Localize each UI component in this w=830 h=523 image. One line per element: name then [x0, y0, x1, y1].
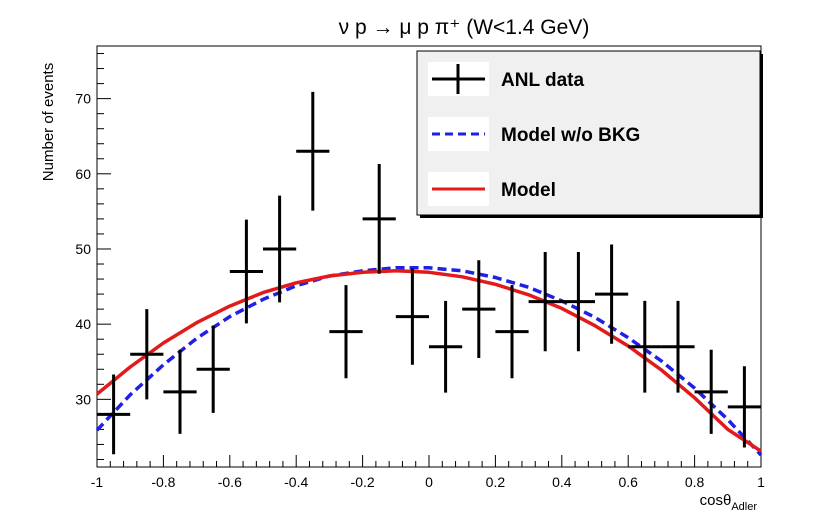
x-axis-title-subscript: Adler: [731, 501, 757, 513]
data-point: [628, 300, 662, 393]
data-point: [263, 195, 297, 303]
data-point: [163, 349, 197, 434]
y-axis-title: Number of events: [40, 63, 57, 181]
legend-label-data: ANL data: [501, 70, 584, 91]
data-point: [395, 268, 429, 365]
y-tick-label: 50: [75, 241, 91, 257]
y-tick-label: 60: [75, 166, 91, 182]
model-no-bkg-curve: [95, 266, 763, 457]
x-axis-title: cosθAdler: [700, 492, 758, 513]
data-point: [462, 260, 496, 358]
data-point: [130, 309, 164, 400]
x-tick-label: 0.6: [618, 474, 638, 490]
data-point: [661, 300, 695, 393]
x-tick-label: 0: [425, 474, 433, 490]
x-axis-title-main: cosθ: [700, 492, 732, 509]
data-point: [362, 164, 396, 274]
x-tick-label: -0.8: [151, 474, 175, 490]
data-point: [495, 285, 529, 379]
x-tick-label: 1: [757, 474, 765, 490]
data-point: [97, 374, 131, 455]
data-point: [229, 219, 263, 324]
data-points: [97, 91, 761, 455]
chart-title: ν p → μ p π⁺ (W<1.4 GeV): [339, 16, 590, 39]
model-curve: [95, 269, 762, 453]
x-tick-label: -0.2: [351, 474, 375, 490]
x-tick-label: 0.2: [486, 474, 506, 490]
x-tick-label: -0.6: [218, 474, 242, 490]
data-point: [694, 349, 728, 434]
data-point: [561, 251, 595, 352]
y-tick-label: 40: [75, 316, 91, 332]
data-point: [528, 251, 562, 352]
legend-label-model: Model: [501, 180, 556, 201]
data-point: [329, 285, 363, 379]
y-tick-label: 70: [75, 91, 91, 107]
y-tick-label: 30: [75, 391, 91, 407]
data-point: [196, 325, 230, 413]
x-tick-label: 0.4: [552, 474, 572, 490]
x-axis: -1 -0.8 -0.6 -0.4 -0.2 0 0.2 0.4 0.6 0.8 1: [91, 455, 765, 490]
data-point: [727, 366, 761, 448]
data-point: [595, 244, 629, 344]
x-tick-label: -0.4: [284, 474, 308, 490]
data-point: [429, 300, 463, 393]
legend-label-model-nobkg: Model w/o BKG: [501, 125, 640, 146]
x-tick-label: 0.8: [685, 474, 705, 490]
legend: ANL data Model w/o BKG Model: [416, 50, 763, 218]
data-point: [296, 91, 330, 211]
y-axis: 30 40 50 60 70: [75, 53, 111, 460]
x-tick-label: -1: [91, 474, 104, 490]
model-curves: [95, 266, 763, 457]
